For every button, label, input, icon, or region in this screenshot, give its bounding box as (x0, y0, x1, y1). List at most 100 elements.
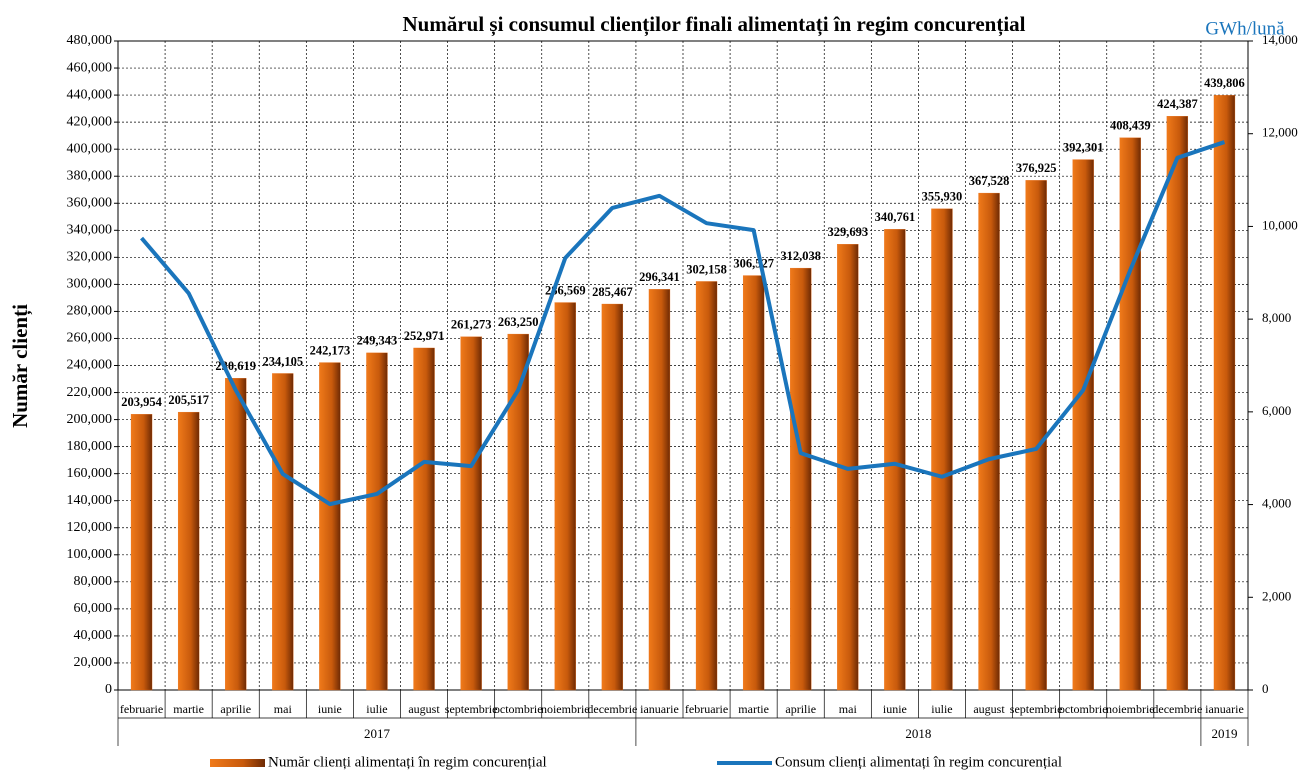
data-label: 439,806 (1204, 76, 1245, 90)
data-label: 261,273 (451, 318, 492, 332)
legend-swatch (210, 759, 265, 767)
bar (931, 208, 953, 691)
y-tick-label: 0 (105, 682, 112, 697)
y-tick-label: 380,000 (67, 168, 113, 183)
y-tick-label: 360,000 (67, 195, 113, 210)
bar (130, 414, 153, 691)
x-tick-label: noiembrie (1106, 702, 1155, 716)
legend-label: Consum clienți alimentați în regim concu… (775, 754, 1062, 770)
year-label: 2017 (364, 726, 391, 741)
x-tick-label: februarie (685, 702, 728, 716)
bar (507, 333, 529, 691)
y-tick-label: 20,000 (74, 655, 113, 670)
bar (1166, 116, 1189, 691)
x-tick-label: decembrie (1152, 702, 1202, 716)
x-tick-label: iulie (931, 702, 952, 716)
y2-tick-label: 0 (1262, 681, 1269, 696)
x-tick-label: august (973, 702, 1005, 716)
y-axis-label: Număr clienți (8, 304, 33, 428)
data-label: 424,387 (1157, 97, 1198, 111)
data-label: 367,528 (969, 174, 1010, 188)
data-label: 306,527 (733, 256, 774, 270)
x-tick-label: iulie (366, 702, 387, 716)
y-tick-label: 400,000 (67, 141, 113, 156)
data-label: 263,250 (498, 315, 539, 329)
y-tick-label: 300,000 (67, 277, 113, 292)
x-tick-label: aprilie (220, 702, 251, 716)
data-label: 376,925 (1016, 161, 1057, 175)
x-tick-label: mai (274, 702, 293, 716)
x-tick-label: februarie (120, 702, 163, 716)
y-tick-label: 260,000 (67, 331, 113, 346)
y-tick-label: 160,000 (67, 466, 113, 481)
data-label: 242,173 (310, 343, 351, 357)
x-tick-label: ianuarie (640, 702, 679, 716)
bar (460, 336, 482, 691)
data-label: 252,971 (404, 329, 445, 343)
bar (1025, 180, 1047, 691)
y-tick-label: 340,000 (67, 223, 113, 238)
line (140, 140, 1226, 507)
bar (413, 347, 435, 691)
year-label: 2018 (905, 726, 931, 741)
data-label: 234,105 (262, 354, 303, 368)
year-label: 2019 (1211, 726, 1237, 741)
data-label: 340,761 (875, 210, 916, 224)
y2-tick-label: 12,000 (1262, 125, 1298, 140)
y-tick-label: 460,000 (67, 60, 113, 75)
y2-tick-label: 14,000 (1262, 32, 1298, 47)
data-label: 355,930 (922, 190, 963, 204)
chart-title: Numărul și consumul clienților finali al… (403, 12, 1026, 37)
x-tick-label: iunie (318, 702, 342, 716)
data-label: 249,343 (357, 334, 398, 348)
y-tick-label: 120,000 (67, 520, 113, 535)
x-tick-label: august (408, 702, 440, 716)
x-tick-label: septembrie (1010, 702, 1063, 716)
x-tick-label: martie (173, 702, 204, 716)
bar (695, 281, 718, 691)
bar (272, 373, 294, 691)
y-tick-label: 140,000 (67, 493, 113, 508)
x-tick-label: septembrie (445, 702, 498, 716)
y2-tick-label: 8,000 (1262, 310, 1291, 325)
y-tick-label: 80,000 (74, 574, 113, 589)
y-tick-label: 60,000 (74, 601, 113, 616)
y2-tick-label: 6,000 (1262, 403, 1291, 418)
bar (225, 378, 247, 691)
y-tick-label: 100,000 (67, 547, 113, 562)
bar (1213, 95, 1236, 691)
data-label: 285,467 (592, 285, 633, 299)
data-label: 296,341 (639, 270, 680, 284)
y-tick-label: 180,000 (67, 439, 113, 454)
bar (319, 362, 341, 691)
bar (1072, 159, 1094, 691)
bar (742, 275, 765, 691)
x-tick-label: ianuarie (1205, 702, 1244, 716)
x-tick-label: octombrie (1059, 702, 1108, 716)
bar (790, 267, 812, 691)
y-tick-label: 280,000 (67, 304, 113, 319)
x-tick-label: noiembrie (541, 702, 590, 716)
data-label: 408,439 (1110, 119, 1151, 133)
bar (884, 229, 906, 691)
data-label: 329,693 (827, 225, 868, 239)
data-label: 205,517 (168, 393, 209, 407)
y-tick-label: 320,000 (67, 250, 113, 265)
bar (978, 192, 1000, 691)
data-label: 302,158 (686, 262, 727, 276)
x-tick-label: aprilie (785, 702, 816, 716)
y-tick-label: 480,000 (67, 33, 113, 48)
x-tick-label: iunie (883, 702, 907, 716)
legend-label: Număr clienți alimentați în regim concur… (268, 754, 547, 770)
y2-tick-label: 4,000 (1262, 496, 1291, 511)
y-tick-label: 440,000 (67, 87, 113, 102)
y2-tick-label: 10,000 (1262, 217, 1298, 232)
bar (366, 352, 388, 691)
data-label: 312,038 (780, 249, 821, 263)
bar (648, 289, 671, 691)
x-tick-label: martie (738, 702, 769, 716)
y-tick-label: 220,000 (67, 385, 113, 400)
data-label: 203,954 (121, 395, 162, 409)
y-tick-label: 200,000 (67, 412, 113, 427)
